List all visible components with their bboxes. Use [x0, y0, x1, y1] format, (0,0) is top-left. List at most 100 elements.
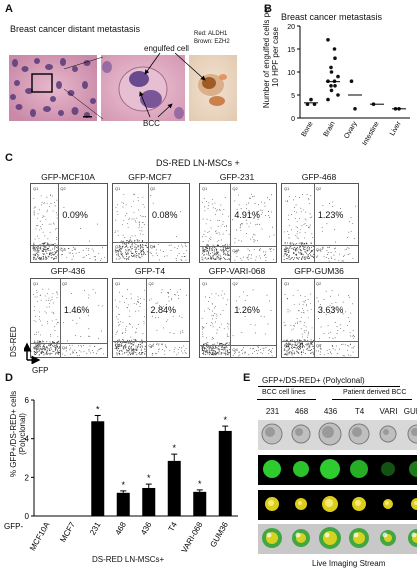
facs-event [37, 349, 39, 351]
facs-event [228, 250, 230, 252]
facs-event [178, 245, 180, 247]
facs-event [45, 255, 47, 257]
facs-event [48, 297, 50, 299]
facs-event [184, 352, 186, 354]
facs-event [118, 347, 120, 349]
facs-event [179, 347, 181, 349]
facs-event [310, 195, 312, 197]
facs-event [298, 248, 300, 250]
facs-event [127, 307, 128, 309]
facs-event [296, 243, 298, 245]
facs-event [184, 243, 186, 245]
imaging-cell-image [258, 490, 287, 520]
facs-event [242, 223, 244, 225]
facs-event [43, 243, 45, 245]
facs-event [321, 308, 323, 310]
gfp-cell [409, 461, 417, 477]
facs-event [206, 200, 208, 202]
facs-event [34, 351, 36, 353]
facs-event [116, 250, 118, 252]
facs-event [114, 248, 116, 250]
facs-event [321, 230, 323, 232]
facs-event [307, 336, 309, 338]
facs-event [121, 247, 123, 249]
facs-event [297, 258, 299, 260]
facs-event [214, 202, 216, 204]
facs-scatter [32, 194, 106, 261]
facs-event [350, 354, 352, 356]
facs-event [240, 208, 242, 210]
facs-event [236, 251, 238, 253]
facs-event [214, 253, 216, 255]
facs-event [182, 246, 184, 248]
facs-event [268, 350, 270, 352]
facs-event [123, 301, 125, 303]
facs-event [289, 352, 291, 354]
facs-event [100, 258, 102, 260]
facs-event [142, 240, 144, 242]
facs-event [50, 203, 52, 205]
facs-event [123, 220, 125, 222]
panel-b-point [333, 56, 337, 60]
facs-event [119, 354, 121, 356]
facs-event [160, 292, 162, 294]
facs-event [286, 346, 288, 348]
facs-event [132, 252, 134, 254]
facs-event [44, 250, 46, 252]
facs-event [144, 348, 146, 350]
facs-event [291, 247, 293, 249]
facs-event [222, 310, 224, 312]
facs-event [182, 352, 184, 354]
imaging-cell-image [287, 455, 316, 485]
imaging-cell-image [345, 420, 374, 450]
facs-event [259, 348, 261, 350]
facs-event [161, 308, 163, 309]
facs-event [263, 349, 265, 351]
facs-event [176, 354, 178, 356]
facs-event [155, 352, 157, 354]
facs-event [34, 296, 36, 298]
facs-event [310, 352, 312, 354]
facs-event [258, 350, 260, 352]
facs-event [150, 346, 152, 347]
facs-event [46, 196, 48, 198]
facs-event [306, 344, 308, 346]
facs-event [39, 350, 41, 352]
panel-d-category-label: T4 [167, 520, 180, 533]
panel-b-point [333, 84, 337, 88]
facs-event [76, 351, 77, 353]
facs-event [222, 248, 224, 250]
facs-event [331, 345, 333, 347]
facs-event [327, 254, 329, 255]
facs-event [299, 343, 301, 345]
facs-event [85, 247, 87, 249]
facs-event [56, 346, 58, 348]
facs-event [121, 254, 123, 256]
facs-event [114, 344, 116, 346]
facs-event [321, 249, 323, 250]
facs-event [40, 228, 42, 230]
facs-event [44, 349, 46, 351]
facs-event [209, 350, 211, 352]
facs-event [118, 256, 120, 258]
facs-event [354, 205, 356, 207]
facs-event [226, 335, 228, 337]
facs-event [78, 251, 80, 253]
facs-event [143, 321, 145, 323]
facs-event [75, 249, 76, 251]
facs-event [212, 352, 214, 354]
facs-event [122, 331, 124, 333]
facs-event [207, 208, 209, 210]
facs-event [41, 324, 43, 326]
facs-event [305, 300, 307, 302]
facs-plot: Q1 Q2 Q3 Q4 3.63% [281, 278, 359, 358]
brightfield-nucleus [295, 428, 303, 436]
facs-event [306, 343, 308, 345]
facs-event [283, 255, 285, 257]
facs-event [212, 310, 213, 312]
facs-event [293, 346, 295, 348]
facs-event [208, 351, 210, 353]
facs-event [316, 297, 318, 299]
facs-event [176, 248, 178, 250]
facs-event [202, 248, 204, 250]
